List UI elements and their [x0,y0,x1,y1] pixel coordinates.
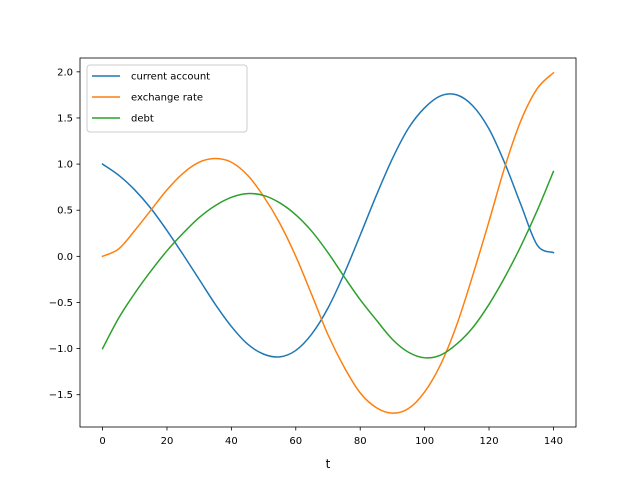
y-tick-label: 0.0 [57,252,73,263]
series-line-debt [101,170,555,359]
series-layer [101,71,555,414]
legend-label-current-account: current account [131,72,210,83]
y-tick-label: 1.0 [57,160,73,171]
series-line-current-account [101,93,555,358]
x-axis: 0 20 40 60 80 100 120 140 [99,427,563,447]
x-tick-label: 140 [544,436,563,447]
x-tick-label: 20 [161,436,174,447]
y-tick-label: 0.5 [57,206,73,217]
legend-box [86,64,248,133]
legend-label-debt: debt [131,114,154,125]
x-tick-label: 80 [354,436,367,447]
x-tick-label: 40 [225,436,238,447]
x-axis-label: t [326,457,331,471]
series-line-exchange-rate [101,71,555,414]
y-tick-label: 2.0 [57,67,73,78]
y-tick-label: 1.5 [57,113,73,124]
y-tick-label: −1.5 [49,390,73,401]
y-tick-label: −0.5 [49,298,73,309]
legend-label-exchange-rate: exchange rate [131,93,203,104]
legend: current account exchange rate debt [86,64,248,133]
x-tick-label: 120 [479,436,498,447]
y-tick-label: −1.0 [49,344,73,355]
plot-frame [79,57,577,428]
x-tick-label: 60 [289,436,302,447]
x-tick-label: 0 [99,436,105,447]
x-tick-label: 100 [415,436,434,447]
y-axis: −1.5 −1.0 −0.5 0.0 0.5 1.0 1.5 2.0 [49,67,80,401]
